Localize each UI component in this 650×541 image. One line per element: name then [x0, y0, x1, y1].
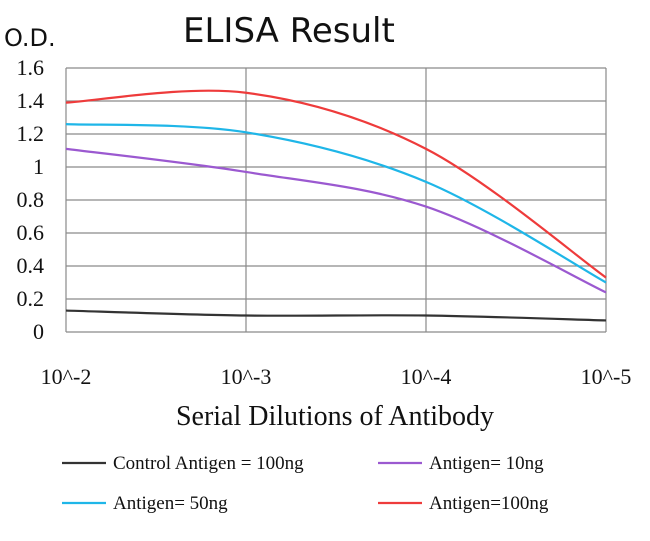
y-tick-label: 0.4: [17, 253, 45, 278]
y-tick-label: 1.6: [17, 55, 45, 80]
x-tick-label: 10^-5: [581, 364, 632, 389]
x-tick-label: 10^-3: [221, 364, 272, 389]
y-tick-labels: 0 0.2 0.4 0.6 0.8 1 1.2 1.4 1.6: [17, 55, 45, 344]
legend-label: Antigen= 50ng: [113, 493, 228, 514]
y-tick-label: 1: [33, 154, 44, 179]
series-line: [65, 147, 607, 294]
series-line: [65, 123, 607, 284]
legend-label: Antigen= 10ng: [429, 453, 544, 474]
y-tick-label: 0.8: [17, 187, 45, 212]
x-tick-label: 10^-4: [401, 364, 452, 389]
grid-lines: [65, 67, 607, 333]
x-axis-label: Serial Dilutions of Antibody: [176, 401, 494, 432]
y-tick-label: 1.4: [17, 88, 45, 113]
legend-label: Antigen=100ng: [429, 493, 549, 514]
legend-label: Control Antigen = 100ng: [113, 453, 304, 474]
x-tick-labels: 10^-2 10^-3 10^-4 10^-5: [41, 364, 632, 389]
y-axis-label: O.D.: [4, 24, 56, 52]
y-tick-label: 1.2: [17, 121, 45, 146]
x-tick-label: 10^-2: [41, 364, 92, 389]
y-tick-label: 0.6: [17, 220, 45, 245]
series-line: [65, 309, 607, 322]
y-tick-label: 0: [33, 319, 44, 344]
legend: Control Antigen = 100ng Antigen= 10ng Anti…: [62, 453, 549, 514]
series-lines: [65, 89, 607, 322]
chart-title: ELISA Result: [183, 11, 395, 51]
y-tick-label: 0.2: [17, 286, 45, 311]
series-line: [65, 89, 607, 279]
